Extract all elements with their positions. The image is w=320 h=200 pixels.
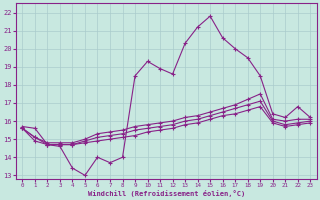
X-axis label: Windchill (Refroidissement éolien,°C): Windchill (Refroidissement éolien,°C) (88, 190, 245, 197)
